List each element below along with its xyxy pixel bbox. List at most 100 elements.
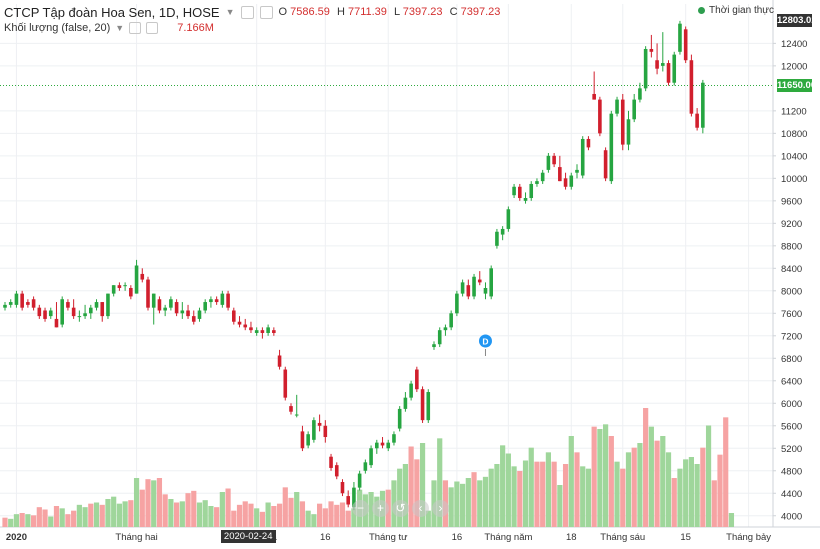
volume-bar [265,502,271,527]
volume-bar [562,464,569,527]
volume-bar [288,497,294,527]
volume-bar [511,466,517,527]
price-tick-label: 11200 [781,106,807,117]
candle [363,459,368,474]
candle-body [226,293,230,308]
candle [209,296,213,308]
candle [31,296,36,311]
candle-body [558,167,562,182]
candle-body [180,310,185,314]
candle-body [466,285,471,297]
candle [523,192,528,204]
volume-bar [168,499,174,527]
price-axis: 4000 4400 4800 5200 5600 6000 6400 6800 7200 7600… [773,39,807,522]
candle [43,307,47,322]
candle [306,431,310,449]
candle-body [649,48,654,52]
volume-bar [13,514,20,527]
candle [77,310,82,322]
close-icon[interactable] [259,5,273,19]
volume-bar [414,459,420,527]
volume-bar [339,502,346,527]
candle [460,279,465,297]
zoom-out-icon[interactable]: − [352,500,369,517]
volume-bar [482,476,489,527]
candle [94,299,99,311]
candle [701,79,705,134]
candle-body [397,408,402,429]
volume-bar [494,464,500,527]
volume-bar [219,492,225,527]
price-tick-label: 8000 [781,286,802,297]
volume-bar [448,487,454,527]
candle [649,34,654,58]
candle-body [289,406,293,412]
volume-bar [65,514,71,527]
candle-body [94,302,99,308]
candle-body [580,138,585,176]
volume-bar [505,453,511,527]
candle [180,302,185,319]
candle [111,285,116,297]
price-tick-label: 12400 [781,39,807,50]
volume-bar [231,510,237,527]
volume-bar [351,508,357,527]
volume-bar [477,480,483,527]
price-tick-label: 9600 [781,196,802,207]
candle-body [529,183,534,199]
volume-bar [236,504,243,527]
price-tick-label: 5200 [781,444,802,455]
volume-bars [2,408,735,527]
candle [220,290,225,308]
volume-bar [128,500,134,527]
volume-bar [305,510,311,527]
candle-body [512,186,516,196]
candle-body [243,324,248,328]
volume-settings-icon[interactable] [129,22,142,34]
scroll-left-icon[interactable]: ‹ [412,500,429,517]
candle-body [169,299,173,308]
zoom-in-icon[interactable]: + [372,500,389,517]
volume-bar [677,468,683,527]
scroll-right-icon[interactable]: › [432,500,449,517]
volume-bar [425,510,431,527]
candle-body [369,448,373,466]
candle-body [518,186,522,199]
volume-dropdown-icon[interactable]: ▼ [115,23,125,33]
volume-bar [151,480,157,527]
candle-body [609,113,614,182]
candle-body [655,60,659,69]
ohlc-open-value: 7586.59 [290,6,330,18]
candle [426,389,431,423]
volume-bar [591,426,597,527]
candle-body [277,355,282,367]
volume-bar [608,436,614,527]
candle [455,290,459,317]
candle-body [134,265,139,294]
candle-body [432,344,436,348]
candle-body [472,276,476,297]
candle-body [678,23,682,52]
candle [466,279,471,300]
volume-close-icon[interactable] [146,22,159,34]
candle [443,324,448,336]
candle-body [701,82,705,128]
candle-body [174,302,179,314]
volume-bar [42,509,48,527]
candle [254,327,259,336]
reset-icon[interactable]: ↺ [392,500,409,517]
candle-body [140,273,145,280]
candle-body [603,150,608,179]
candle [500,226,505,241]
volume-bar [580,466,586,527]
title-dropdown-icon[interactable]: ▼ [225,7,235,17]
volume-bar [437,438,443,527]
candle-body [237,321,242,325]
candle [472,273,476,300]
candle-body [8,302,13,305]
grid [0,0,820,528]
candle-body [420,389,425,421]
settings-icon[interactable] [240,5,254,19]
